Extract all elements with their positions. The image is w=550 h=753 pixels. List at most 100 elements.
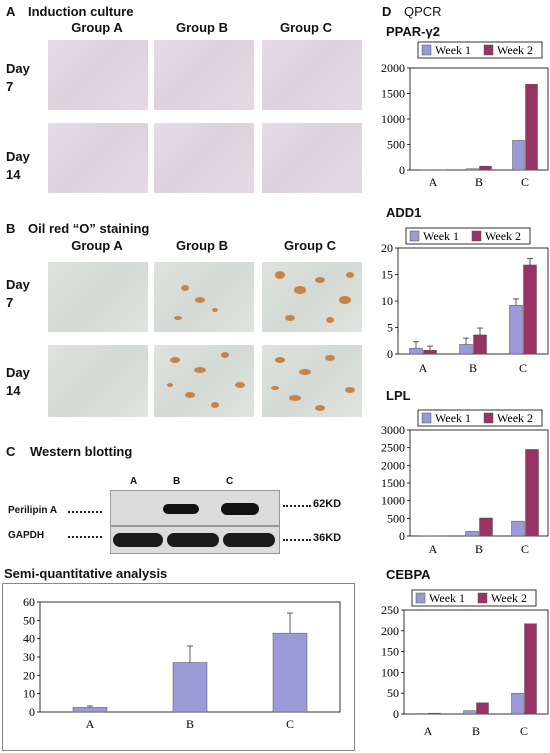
semi-bar-2-0 xyxy=(272,632,308,713)
panel-b-col-a: Group A xyxy=(71,238,123,253)
lpl-title: LPL xyxy=(386,388,411,403)
add1-xtick-label-2: C xyxy=(519,361,527,375)
lpl-legend-label-0: Week 1 xyxy=(435,411,471,425)
cebpa-ytick-label-3: 150 xyxy=(381,645,399,659)
blot-gapdh xyxy=(110,526,280,554)
panel-b-row-1: Day 7 xyxy=(6,277,30,310)
cebpa-ytick-label-2: 100 xyxy=(381,665,399,679)
panel-a-row-2: Day 14 xyxy=(6,149,30,182)
lpl-ytick-label-0: 0 xyxy=(399,529,405,543)
micrograph-induction-a-day14 xyxy=(48,123,148,193)
cebpa-plot-frame xyxy=(403,609,549,715)
add1-ytick-label-2: 10 xyxy=(381,294,393,308)
lane-label-c: C xyxy=(226,476,234,487)
semi-bar-1-0 xyxy=(172,662,208,713)
cebpa-bar-1-1 xyxy=(476,702,489,715)
cebpa-ytick-label-0: 0 xyxy=(393,707,399,721)
panel-d-letter: D xyxy=(382,4,392,19)
add1-legend-label-0: Week 1 xyxy=(423,229,459,243)
ppar-ytick-label-0: 0 xyxy=(399,163,405,177)
panel-c-letter: C xyxy=(6,444,16,459)
band-perilipin-b xyxy=(163,504,199,514)
lpl-ytick-label-1: 500 xyxy=(387,511,405,525)
add1-ytick-label-4: 20 xyxy=(381,241,393,255)
ppar-xtick-label-0: A xyxy=(429,175,438,189)
semi-title: Semi-quantitative analysis xyxy=(4,566,168,581)
lpl-bar-2-1 xyxy=(525,449,539,537)
band-gapdh-b xyxy=(167,533,219,547)
cebpa-bar-2-1 xyxy=(524,623,537,715)
lpl-ytick-label-6: 3000 xyxy=(381,423,405,437)
band-gapdh-a xyxy=(113,533,163,547)
semi-chart-frame xyxy=(2,583,355,751)
lpl-ytick-label-2: 1000 xyxy=(381,494,405,508)
ppar-bar-2-0 xyxy=(512,140,525,171)
cebpa-title: CEBPA xyxy=(386,567,431,582)
panel-a-title: Induction culture xyxy=(28,4,134,19)
cebpa-xtick-label-1: B xyxy=(472,724,480,738)
lpl-bar-2-0 xyxy=(511,520,525,537)
lpl-xtick-label-2: C xyxy=(521,542,529,556)
add1-ytick-label-0: 0 xyxy=(387,347,393,361)
lpl-ytick-label-4: 2000 xyxy=(381,458,405,472)
semi-ytick-label-3: 30 xyxy=(23,650,35,664)
micrograph-oilred-b-day7 xyxy=(154,262,254,332)
semi-ytick-label-1: 10 xyxy=(23,687,35,701)
panel-b-letter: B xyxy=(6,221,16,236)
panel-a-col-a: Group A xyxy=(71,20,123,35)
ppar-ytick-label-1: 500 xyxy=(387,138,405,152)
cebpa-bar-1-0 xyxy=(463,710,476,715)
micrograph-induction-b-day7 xyxy=(154,40,254,110)
panel-a-letter: A xyxy=(6,4,16,19)
panel-a-col-c: Group C xyxy=(280,20,332,35)
protein-label-gapdh: GAPDH xyxy=(8,530,45,541)
micrograph-induction-c-day14 xyxy=(262,123,362,193)
add1-ytick-label-3: 15 xyxy=(381,268,393,282)
lpl-bar-1-0 xyxy=(465,531,479,537)
size-62-dots xyxy=(283,505,311,507)
panel-b-row-2: Day 14 xyxy=(6,365,30,398)
cebpa-legend-swatch-1 xyxy=(477,592,488,604)
band-perilipin-c xyxy=(221,503,259,515)
cebpa-bar-2-0 xyxy=(511,692,524,715)
ppar-legend-label-1: Week 2 xyxy=(497,43,533,57)
add1-legend-label-1: Week 2 xyxy=(485,229,521,243)
semi-xtick-label-1: B xyxy=(186,717,194,731)
add1-title: ADD1 xyxy=(386,205,422,220)
protein-label-perilipin: Perilipin A xyxy=(8,505,58,516)
lpl-legend-box xyxy=(417,409,543,427)
cebpa-ytick-label-1: 50 xyxy=(387,686,399,700)
cebpa-ytick-label-5: 250 xyxy=(381,603,399,617)
panel-b-col-b: Group B xyxy=(176,238,228,253)
add1-xtick-label-1: B xyxy=(469,361,477,375)
cebpa-legend-label-0: Week 1 xyxy=(429,591,465,605)
cebpa-xtick-label-2: C xyxy=(520,724,528,738)
ppar-legend-swatch-0 xyxy=(421,44,432,56)
panel-a-col-b: Group B xyxy=(176,20,228,35)
micrograph-oilred-a-day7 xyxy=(48,262,148,332)
semi-ytick-label-2: 20 xyxy=(23,668,35,682)
lpl-bar-1-1 xyxy=(479,517,493,537)
ppar-legend-swatch-1 xyxy=(483,44,494,56)
size-label-62kd: 62KD xyxy=(313,498,342,510)
blot-perilipin xyxy=(110,490,280,526)
micrograph-induction-c-day7 xyxy=(262,40,362,110)
ppar-xtick-label-1: B xyxy=(475,175,483,189)
panel-b-col-c: Group C xyxy=(284,238,336,253)
semi-xtick-label-0: A xyxy=(86,717,95,731)
semi-ytick-label-4: 40 xyxy=(23,632,35,646)
add1-legend-swatch-1 xyxy=(471,230,482,242)
ppar-legend-label-0: Week 1 xyxy=(435,43,471,57)
micrograph-oilred-b-day14 xyxy=(154,345,254,417)
add1-legend-swatch-0 xyxy=(409,230,420,242)
lpl-xtick-label-1: B xyxy=(475,542,483,556)
cebpa-legend-swatch-0 xyxy=(415,592,426,604)
panel-b-title: Oil red “O” staining xyxy=(28,221,150,236)
ppar-ytick-label-3: 1500 xyxy=(381,87,405,101)
oilred-stain-overlay xyxy=(167,271,355,411)
semi-ytick-label-6: 60 xyxy=(23,595,35,609)
